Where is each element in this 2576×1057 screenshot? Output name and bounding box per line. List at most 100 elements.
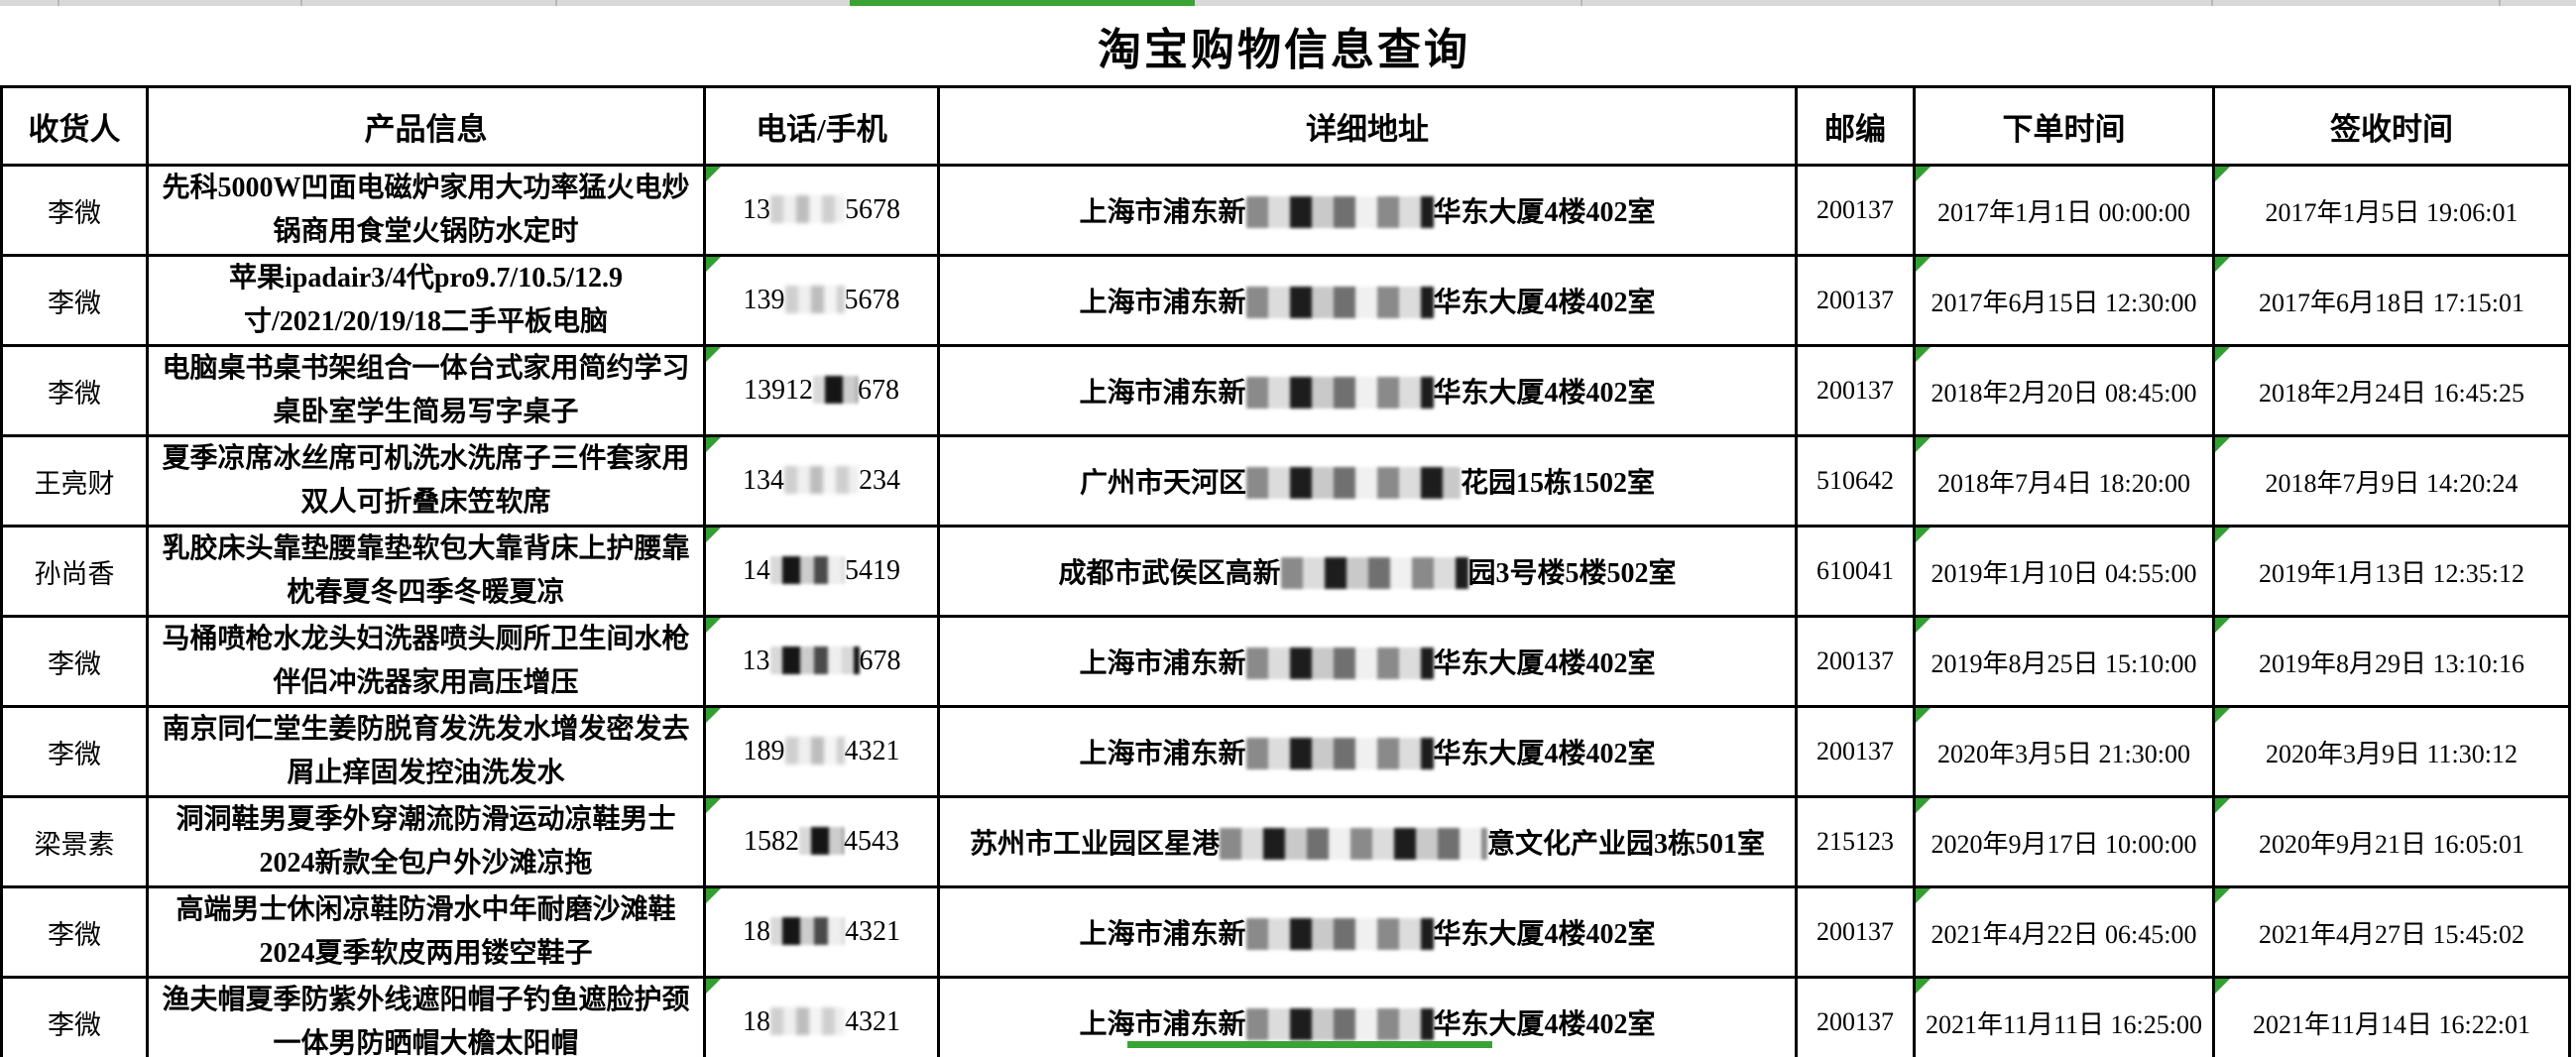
sign-time-cell[interactable]: 2021年11月14日 16:22:01 [2212,976,2571,1057]
order-time-cell[interactable]: 2021年4月22日 06:45:00 [1913,885,2215,979]
column-header[interactable]: 收货人 [0,85,149,167]
address-cell[interactable]: 上海市浦东新 华东大厦4楼402室 [937,615,1798,708]
order-time-cell[interactable]: 2018年2月20日 08:45:00 [1913,344,2215,437]
zip-cell[interactable]: 200137 [1795,705,1916,798]
product-text: 渔夫帽夏季防紫外线遮阳帽子钓鱼遮脸护颈一体男防晒帽大檐太阳帽 [162,985,690,1057]
zip-cell[interactable]: 200137 [1795,615,1916,708]
zip-cell[interactable]: 610041 [1795,525,1916,618]
column-header[interactable]: 下单时间 [1913,85,2215,167]
order-time-text: 2018年2月20日 08:45:00 [1931,378,2197,408]
address-text: 上海市浦东新 华东大厦4楼402室 [1079,377,1656,409]
address-cell[interactable]: 上海市浦东新 华东大厦4楼402室 [937,344,1798,437]
order-time-cell[interactable]: 2020年3月5日 21:30:00 [1913,705,2215,798]
zip-cell[interactable]: 215123 [1795,795,1916,888]
phone-text: 18 4321 [743,1006,900,1037]
phone-cell[interactable]: 14 5419 [703,525,940,618]
sign-time-cell[interactable]: 2017年1月5日 19:06:01 [2212,164,2571,257]
zip-text: 200137 [1816,195,1894,224]
address-cell[interactable]: 上海市浦东新 华东大厦4楼402室 [937,885,1798,979]
recipient-cell[interactable]: 李微 [0,164,149,257]
recipient-cell[interactable]: 李微 [0,885,149,979]
product-cell[interactable]: 夏季凉席冰丝席可机洗水洗席子三件套家用双人可折叠床笠软席 [146,434,706,528]
address-cell[interactable]: 广州市天河区 花园15栋1502室 [937,434,1798,528]
phone-text: 189 4321 [743,736,900,766]
phone-cell[interactable]: 189 4321 [703,705,940,798]
phone-cell[interactable]: 13 678 [703,615,940,708]
product-cell[interactable]: 洞洞鞋男夏季外穿潮流防滑运动凉鞋男士2024新款全包户外沙滩凉拖 [146,795,706,888]
green-corner-indicator [707,889,721,903]
product-cell[interactable]: 南京同仁堂生姜防脱育发洗发水增发密发去屑止痒固发控油洗发水 [146,705,706,798]
zip-cell[interactable]: 510642 [1795,434,1916,528]
product-text: 乳胶床头靠垫腰靠垫软包大靠背床上护腰靠枕春夏冬四季冬暖夏凉 [162,533,690,608]
recipient-cell[interactable]: 李微 [0,705,149,798]
phone-cell[interactable]: 139 5678 [703,254,940,347]
product-cell[interactable]: 渔夫帽夏季防紫外线遮阳帽子钓鱼遮脸护颈一体男防晒帽大檐太阳帽 [146,976,706,1057]
zip-cell[interactable]: 200137 [1795,344,1916,437]
phone-cell[interactable]: 13 5678 [703,164,940,257]
product-cell[interactable]: 先科5000W凹面电磁炉家用大功率猛火电炒锅商用食堂火锅防水定时 [146,164,706,257]
zip-cell[interactable]: 200137 [1795,976,1916,1057]
column-header[interactable]: 邮编 [1795,85,1916,167]
green-corner-indicator [2216,619,2230,633]
product-cell[interactable]: 苹果ipadair3/4代pro9.7/10.5/12.9寸/2021/20/1… [146,254,706,347]
address-cell[interactable]: 上海市浦东新 华东大厦4楼402室 [937,705,1798,798]
product-cell[interactable]: 高端男士休闲凉鞋防滑水中年耐磨沙滩鞋2024夏季软皮两用镂空鞋子 [146,885,706,979]
table-row: 李微 马桶喷枪水龙头妇洗器喷头厕所卫生间水枪伴侣冲洗器家用高压增压 13 678 … [0,615,2571,708]
recipient-cell[interactable]: 李微 [0,615,149,708]
address-text: 广州市天河区 花园15栋1502室 [1079,467,1656,499]
sign-time-cell[interactable]: 2018年2月24日 16:45:25 [2212,344,2571,437]
address-cell[interactable]: 上海市浦东新 华东大厦4楼402室 [937,164,1798,257]
order-time-text: 2018年7月4日 18:20:00 [1937,468,2190,498]
address-cell[interactable]: 成都市武侯区高新 园3号楼5楼502室 [937,525,1798,618]
sign-time-cell[interactable]: 2020年9月21日 16:05:01 [2212,795,2571,888]
order-time-text: 2017年6月15日 12:30:00 [1931,288,2197,317]
phone-cell[interactable]: 13912 678 [703,344,940,437]
sign-time-text: 2019年8月29日 13:10:16 [2259,648,2524,678]
product-cell[interactable]: 马桶喷枪水龙头妇洗器喷头厕所卫生间水枪伴侣冲洗器家用高压增压 [146,615,706,708]
column-header[interactable]: 电话/手机 [703,85,940,167]
order-time-cell[interactable]: 2017年1月1日 00:00:00 [1913,164,2215,257]
recipient-text: 孙尚香 [34,558,115,589]
sign-time-cell[interactable]: 2019年8月29日 13:10:16 [2212,615,2571,708]
recipient-cell[interactable]: 孙尚香 [0,525,149,618]
green-corner-indicator [707,980,721,994]
zip-cell[interactable]: 200137 [1795,164,1916,257]
phone-cell[interactable]: 1582 4543 [703,795,940,888]
sign-time-text: 2020年3月9日 11:30:12 [2266,739,2517,768]
column-header[interactable]: 签收时间 [2212,85,2571,167]
sign-time-cell[interactable]: 2018年7月9日 14:20:24 [2212,434,2571,528]
order-time-cell[interactable]: 2018年7月4日 18:20:00 [1913,434,2215,528]
green-corner-indicator [2216,799,2230,813]
order-time-cell[interactable]: 2020年9月17日 10:00:00 [1913,795,2215,888]
product-cell[interactable]: 乳胶床头靠垫腰靠垫软包大靠背床上护腰靠枕春夏冬四季冬暖夏凉 [146,525,706,618]
top-row-strip [0,0,2576,6]
order-time-cell[interactable]: 2021年11月11日 16:25:00 [1913,976,2215,1057]
order-time-cell[interactable]: 2017年6月15日 12:30:00 [1913,254,2215,347]
sign-time-cell[interactable]: 2021年4月27日 15:45:02 [2212,885,2571,979]
address-cell[interactable]: 上海市浦东新 华东大厦4楼402室 [937,254,1798,347]
product-text: 先科5000W凹面电磁炉家用大功率猛火电炒锅商用食堂火锅防水定时 [162,173,690,247]
phone-cell[interactable]: 18 4321 [703,885,940,979]
address-text: 上海市浦东新 华东大厦4楼402室 [1079,287,1656,318]
address-cell[interactable]: 苏州市工业园区星港 意文化产业园3栋501室 [937,795,1798,888]
table-row: 孙尚香 乳胶床头靠垫腰靠垫软包大靠背床上护腰靠枕春夏冬四季冬暖夏凉 14 5419… [0,525,2571,618]
order-time-cell[interactable]: 2019年8月25日 15:10:00 [1913,615,2215,708]
product-cell[interactable]: 电脑桌书桌书架组合一体台式家用简约学习桌卧室学生简易写字桌子 [146,344,706,437]
sign-time-cell[interactable]: 2020年3月9日 11:30:12 [2212,705,2571,798]
column-header[interactable]: 产品信息 [146,85,706,167]
column-header[interactable]: 详细地址 [937,85,1798,167]
order-time-text: 2019年1月10日 04:55:00 [1931,558,2197,588]
recipient-cell[interactable]: 李微 [0,254,149,347]
recipient-cell[interactable]: 李微 [0,344,149,437]
zip-cell[interactable]: 200137 [1795,885,1916,979]
zip-cell[interactable]: 200137 [1795,254,1916,347]
recipient-cell[interactable]: 王亮财 [0,434,149,528]
recipient-cell[interactable]: 梁景素 [0,795,149,888]
phone-cell[interactable]: 18 4321 [703,976,940,1057]
recipient-cell[interactable]: 李微 [0,976,149,1057]
order-time-cell[interactable]: 2019年1月10日 04:55:00 [1913,525,2215,618]
sign-time-cell[interactable]: 2017年6月18日 17:15:01 [2212,254,2571,347]
phone-cell[interactable]: 134 234 [703,434,940,528]
sign-time-cell[interactable]: 2019年1月13日 12:35:12 [2212,525,2571,618]
zip-text: 200137 [1816,917,1894,946]
